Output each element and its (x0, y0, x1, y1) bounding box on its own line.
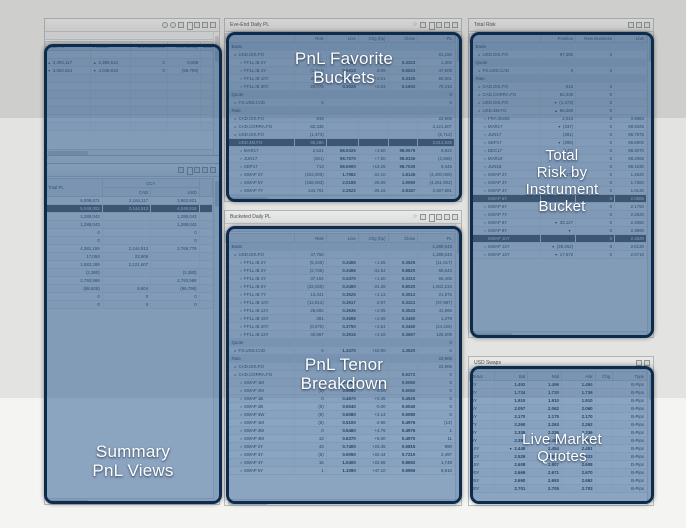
callout-line: Breakdown (300, 374, 388, 393)
maximize-icon[interactable] (436, 214, 442, 220)
callout-line: Risk by (536, 164, 588, 181)
close-icon[interactable] (644, 22, 650, 28)
callout-line: Total (545, 147, 579, 164)
copy-icon[interactable] (628, 22, 634, 28)
maximize-icon[interactable] (194, 22, 200, 28)
callout-pnl-tenor-breakdown: PnL Tenor Breakdown (226, 226, 462, 504)
titlebar-icons[interactable]: ☆ (412, 214, 461, 222)
favorite-star-icon[interactable]: ☆ (412, 214, 418, 220)
restore-icon[interactable] (444, 22, 450, 28)
window-title-text: Bucketed Daily PL (230, 213, 271, 220)
callout-pnl-favorite-buckets: PnL Favorite Buckets (226, 32, 462, 202)
callout-line: Quotes (537, 448, 587, 465)
callout-line: Live Market (522, 431, 602, 448)
titlebar-bucketed-daily-pl[interactable]: Bucketed Daily PL ☆ (225, 211, 461, 224)
callout-line: PnL Views (92, 461, 174, 480)
restore-icon[interactable] (444, 214, 450, 220)
callout-summary-pnl-views: Summary PnL Views (44, 44, 222, 504)
callout-pnl-favorite-buckets-label: PnL Favorite Buckets (229, 49, 459, 87)
callout-line: Bucket (538, 198, 586, 215)
settings-icon[interactable] (162, 22, 168, 28)
callout-veil (229, 229, 459, 501)
columns-icon[interactable] (428, 22, 435, 30)
maximize-icon[interactable] (636, 22, 642, 28)
callout-veil (47, 47, 219, 501)
tab-strip-total-pl-top[interactable] (45, 32, 219, 40)
callout-line: PnL Favorite (294, 49, 394, 68)
callout-live-market-quotes-label: Live Market Quotes (473, 431, 651, 465)
refresh-icon[interactable] (170, 22, 176, 28)
maximize-icon[interactable] (436, 22, 442, 28)
window-title-text: Total Risk (474, 21, 496, 28)
copy-icon[interactable] (636, 360, 642, 366)
callout-line: Summary (95, 442, 171, 461)
callout-line: Instrument (525, 181, 599, 198)
restore-icon[interactable] (202, 22, 208, 28)
callout-veil (229, 35, 459, 199)
close-icon[interactable] (210, 22, 216, 28)
titlebar-icons[interactable] (628, 22, 653, 28)
callout-veil (473, 35, 651, 335)
titlebar-total-risk[interactable]: Total Risk (469, 19, 653, 32)
callout-live-market-quotes: Live Market Quotes (470, 366, 654, 504)
columns-icon[interactable] (186, 22, 193, 30)
close-icon[interactable] (452, 22, 458, 28)
close-icon[interactable] (452, 214, 458, 220)
titlebar-icons[interactable]: ☆ (412, 22, 461, 30)
callout-pnl-tenor-breakdown-label: PnL Tenor Breakdown (229, 355, 459, 393)
favorite-star-icon[interactable]: ☆ (412, 22, 418, 28)
titlebar-eve-end-daily-pl[interactable]: Eve-End Daily PL ☆ (225, 19, 461, 32)
close-icon[interactable] (644, 360, 650, 366)
callout-total-risk-label: Total Risk by Instrument Bucket (473, 147, 651, 215)
titlebar-icons[interactable] (636, 360, 653, 366)
window-title-text: Eve-End Daily PL (230, 21, 270, 28)
callout-veil (473, 369, 651, 501)
copy-icon[interactable] (178, 22, 184, 28)
callout-line: PnL Tenor (304, 355, 384, 374)
callout-total-risk-by-instrument-bucket: Total Risk by Instrument Bucket (470, 32, 654, 338)
columns-icon[interactable] (428, 214, 435, 222)
titlebar-icons[interactable] (162, 22, 219, 30)
titlebar-total-pl-top[interactable] (45, 19, 219, 32)
copy-icon[interactable] (420, 22, 426, 28)
callout-line: Buckets (313, 68, 375, 87)
callout-summary-pnl-views-label: Summary PnL Views (47, 442, 219, 480)
copy-icon[interactable] (420, 214, 426, 220)
window-title-text: USD Swaps (474, 359, 501, 366)
